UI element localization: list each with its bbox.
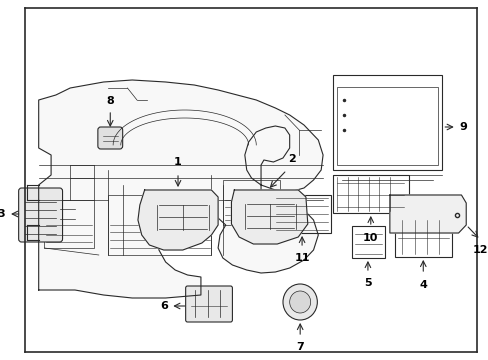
Polygon shape	[39, 80, 323, 298]
Bar	[351, 226, 385, 258]
FancyBboxPatch shape	[185, 286, 232, 322]
Text: 1: 1	[174, 157, 182, 167]
Bar	[332, 175, 408, 213]
Polygon shape	[138, 190, 218, 250]
Text: 6: 6	[160, 301, 168, 311]
Bar	[223, 180, 280, 225]
Text: 10: 10	[363, 233, 378, 243]
FancyBboxPatch shape	[19, 188, 62, 242]
Bar	[332, 75, 442, 170]
Text: 11: 11	[294, 253, 309, 263]
Bar	[108, 195, 211, 255]
Text: 9: 9	[459, 122, 467, 132]
Bar	[44, 200, 94, 248]
Text: 3: 3	[0, 209, 5, 219]
Bar	[337, 87, 437, 165]
Bar	[397, 207, 449, 225]
Bar	[273, 195, 330, 233]
Circle shape	[289, 291, 310, 313]
Text: 2: 2	[287, 154, 295, 164]
Text: 5: 5	[364, 278, 371, 288]
Polygon shape	[231, 190, 307, 244]
Text: 12: 12	[472, 245, 488, 255]
Polygon shape	[389, 195, 465, 233]
Text: 8: 8	[106, 96, 114, 106]
Text: 4: 4	[419, 280, 427, 290]
Bar	[394, 219, 451, 257]
FancyBboxPatch shape	[98, 127, 122, 149]
Text: 7: 7	[296, 342, 304, 352]
Circle shape	[283, 284, 317, 320]
